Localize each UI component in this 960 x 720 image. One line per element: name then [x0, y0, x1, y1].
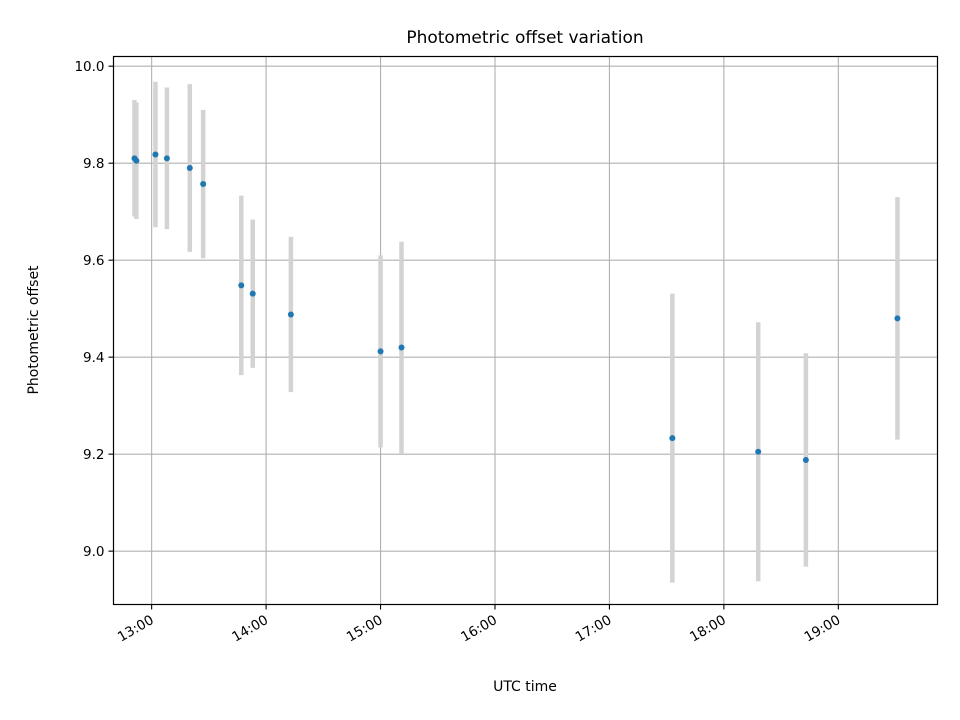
x-tick-label: 17:00 [573, 612, 615, 645]
x-tick-label: 19:00 [802, 612, 844, 645]
y-axis-ticks: 9.0 9.2 9.4 9.6 9.8 10.0 [74, 59, 114, 560]
x-tick-label: 13:00 [115, 612, 157, 645]
x-axis-label: UTC time [493, 679, 557, 695]
y-axis-label: Photometric offset [26, 265, 42, 395]
y-tick-label: 9.8 [83, 156, 104, 172]
grid [113, 56, 938, 605]
y-tick-label: 10.0 [74, 59, 104, 75]
x-tick-label: 14:00 [229, 612, 271, 645]
y-tick-label: 9.4 [83, 350, 104, 366]
y-tick-label: 9.6 [83, 253, 104, 269]
data-point [398, 344, 405, 351]
data-point [669, 435, 676, 442]
data-point [163, 155, 170, 162]
data-point [238, 282, 245, 289]
error-bars [132, 81, 900, 583]
data-point [802, 456, 809, 463]
x-tick-label: 15:00 [344, 612, 386, 645]
chart-title: Photometric offset variation [406, 28, 643, 48]
data-point [133, 157, 140, 164]
data-point [249, 290, 256, 297]
x-tick-label: 18:00 [687, 612, 729, 645]
x-tick-label: 16:00 [458, 612, 500, 645]
x-axis-ticks: 13:00 14:00 15:00 16:00 17:00 18:00 19:00 [115, 604, 844, 645]
data-point [186, 165, 193, 172]
y-tick-label: 9.0 [83, 544, 104, 560]
data-point [894, 315, 901, 322]
plot-area-frame [112, 55, 939, 606]
data-point [377, 348, 384, 355]
data-point [200, 181, 207, 188]
y-tick-label: 9.2 [83, 447, 104, 463]
data-point [755, 448, 762, 455]
data-points [131, 151, 901, 463]
data-point [287, 311, 294, 318]
data-point [152, 151, 159, 158]
